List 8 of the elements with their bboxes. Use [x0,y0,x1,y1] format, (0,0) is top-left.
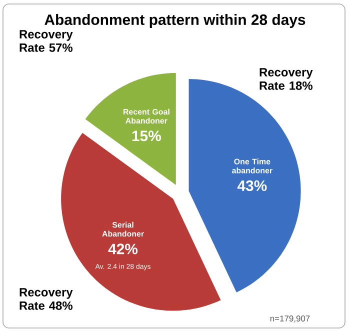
text: Recovery Rate 57% [20,30,73,52]
text: n=179,907 [270,316,310,322]
text: Recovery Rate 48% [20,288,73,310]
data-label: 42% [108,244,138,254]
data-label: 15% [132,130,161,142]
text: Recovery Rate 18% [260,68,313,90]
data-label: 43% [237,180,267,191]
chart-title: Abandonment pattern within 28 days [44,14,306,28]
